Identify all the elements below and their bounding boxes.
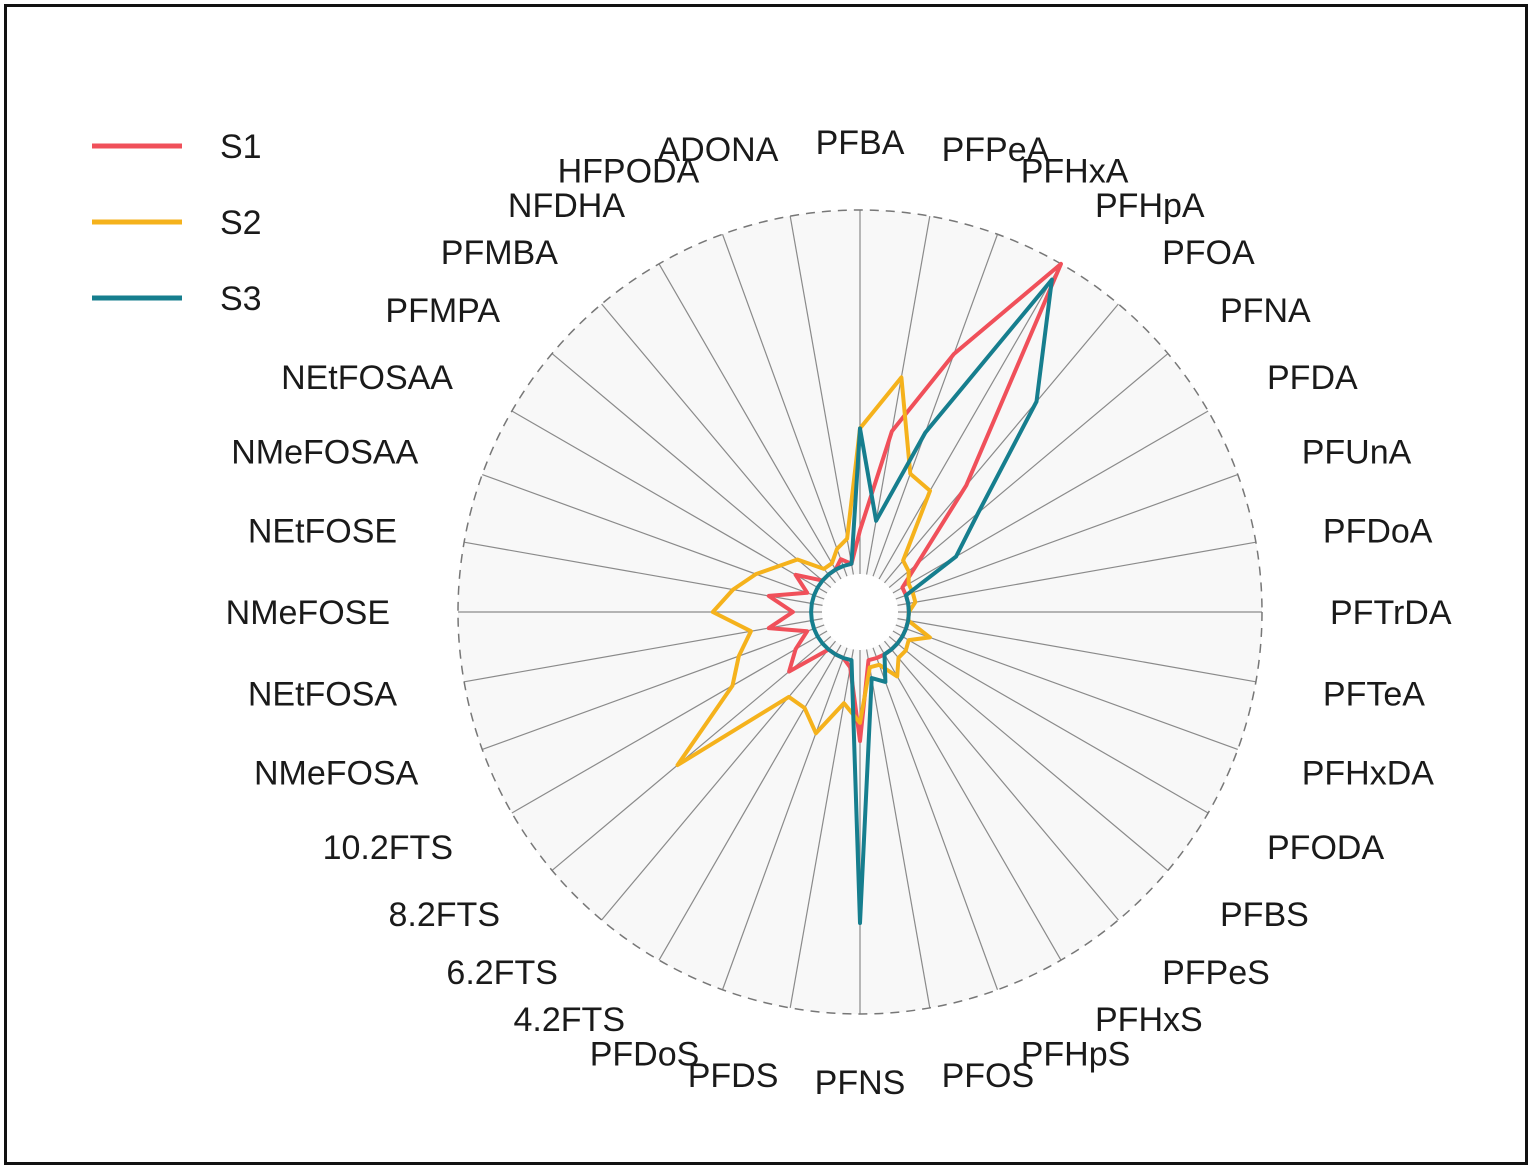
spoke-pfhxda (895, 624, 1238, 751)
category-label: NFDHA (508, 187, 625, 225)
category-label: NEtFOSE (248, 512, 397, 550)
spoke-6-2fts (601, 640, 837, 921)
series-s3-line (809, 277, 1054, 925)
category-label: PFNS (815, 1064, 906, 1102)
spoke-pfmpa (551, 353, 832, 589)
radar-center-hub (822, 574, 898, 650)
radar-series (675, 261, 1063, 925)
category-label: 10.2FTS (323, 829, 453, 867)
spoke-netfosaa (511, 410, 828, 594)
legend-label-s3: S3 (220, 280, 262, 318)
spoke-pfds (789, 649, 854, 1008)
spoke-pfhpa (878, 263, 1062, 580)
spoke-nfdha (658, 263, 842, 580)
spoke-pfos (866, 649, 931, 1008)
category-label: PFDoA (1323, 512, 1433, 550)
category-label: PFDoS (590, 1036, 700, 1074)
category-label: 8.2FTS (389, 896, 500, 934)
category-label: PFHxA (1021, 152, 1129, 190)
category-label: PFHpA (1095, 187, 1205, 225)
spoke-nmefosaa (482, 473, 825, 600)
spoke-pfdos (721, 647, 848, 990)
category-label: PFPeS (1162, 954, 1270, 992)
category-label: NMeFOSAA (231, 433, 418, 471)
category-label: NEtFOSA (248, 676, 398, 714)
spoke-nmefosa (482, 624, 825, 751)
spoke-netfosa (464, 618, 823, 683)
spoke-pfna (888, 353, 1169, 589)
spoke-pfoa (883, 303, 1119, 584)
series-s1-line (766, 261, 1063, 743)
spoke-pfhps (872, 647, 999, 990)
category-label: PFODA (1267, 829, 1384, 867)
series-s2-line (675, 375, 932, 768)
spoke-pfdoa (897, 541, 1256, 606)
category-label: HFPODA (558, 152, 700, 190)
category-label: PFHxS (1095, 1001, 1203, 1039)
spoke-4-2fts (658, 644, 842, 961)
spoke-pftea (897, 618, 1256, 683)
spoke-pfpea (866, 216, 931, 575)
category-label: NMeFOSA (254, 755, 419, 793)
spoke-pfhxs (878, 644, 1062, 961)
category-label: PFBS (1220, 896, 1309, 934)
category-label: PFOS (942, 1057, 1035, 1095)
category-label: PFDA (1267, 359, 1358, 397)
category-label: PFPeA (942, 131, 1050, 169)
spoke-pfpes (883, 640, 1119, 921)
spoke-pfbs (888, 635, 1169, 871)
category-label: PFTeA (1323, 676, 1425, 714)
category-label: 6.2FTS (446, 954, 557, 992)
category-label: PFOA (1162, 234, 1255, 272)
category-label: PFNA (1220, 292, 1311, 330)
category-label: PFUnA (1302, 433, 1412, 471)
spoke-pfhxa (872, 234, 999, 577)
spoke-pfmba (601, 303, 837, 584)
spoke-netfose (464, 541, 823, 606)
legend-label-s1: S1 (220, 128, 262, 166)
category-label: NMeFOSE (226, 594, 390, 632)
legend-label-s2: S2 (220, 204, 262, 242)
category-label: PFDS (688, 1057, 779, 1095)
outer-grid-circle (457, 209, 1263, 1015)
category-label: PFTrDA (1330, 594, 1452, 632)
spoke-adona (789, 216, 854, 575)
category-label: NEtFOSAA (281, 359, 453, 397)
category-label: 4.2FTS (514, 1001, 625, 1039)
spoke-pfuna (895, 473, 1238, 600)
category-label: ADONA (657, 131, 778, 169)
spoke-10-2fts (511, 630, 828, 814)
spoke-hfpoda (721, 234, 848, 577)
category-label: PFHpS (1021, 1036, 1131, 1074)
category-label: PFHxDA (1302, 755, 1435, 793)
spoke-pfoda (892, 630, 1209, 814)
spoke-8-2fts (551, 635, 832, 871)
category-label: PFMBA (441, 234, 558, 272)
category-label: PFMPA (385, 292, 500, 330)
category-label: PFBA (816, 124, 905, 162)
legend: S1 S2 S3 (92, 128, 262, 318)
